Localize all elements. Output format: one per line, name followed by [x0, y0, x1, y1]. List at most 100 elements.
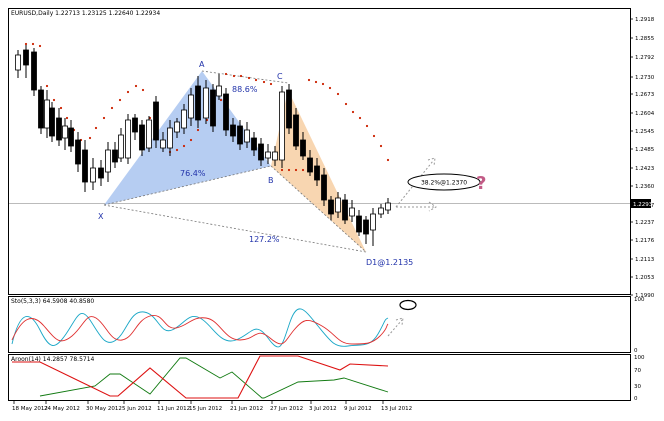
sar-dot [386, 158, 390, 162]
price-tick-label: 1.2237 [635, 220, 655, 226]
candle [272, 151, 278, 161]
sar-dot [287, 168, 291, 172]
stochastic-title: Sto(5,3,3) 64.5908 40.8580 [11, 298, 94, 305]
candle [118, 134, 124, 159]
main-chart-title: EURUSD,Daily 1.22713 1.23125 1.22640 1.2… [11, 10, 160, 17]
sar-dot [118, 98, 122, 102]
sar-dot [336, 92, 340, 96]
candle [300, 139, 306, 157]
candle [203, 87, 209, 119]
sar-dot [379, 144, 383, 148]
sar-dot [189, 138, 193, 142]
candle [251, 137, 257, 151]
projection-note: 38.2%@1.2370 [421, 180, 467, 187]
time-tick-label: 11 Jun 2012 [157, 406, 190, 412]
time-tick-label: 21 Jun 2012 [230, 406, 263, 412]
sar-dot [239, 74, 243, 78]
candle [38, 89, 44, 129]
projection-ellipse [407, 173, 481, 191]
candle [181, 109, 187, 129]
ac-dotted-line [201, 70, 289, 84]
sar-dot [65, 116, 69, 120]
candle [146, 119, 152, 149]
abc-ratio-label: 88.6% [232, 85, 258, 94]
price-tick-label: 1.2792 [635, 55, 654, 61]
aroon-tick-0: 0 [634, 396, 638, 402]
candle [132, 117, 138, 133]
sar-dot [38, 44, 42, 48]
xab-triangle [104, 71, 271, 205]
candle [153, 101, 159, 141]
candle [23, 49, 29, 66]
price-axis: 1.2918 1.2855 1.2792 1.2730 1.2673 1.2604 1.25… [630, 17, 655, 299]
candle [363, 219, 369, 235]
candle [356, 215, 362, 233]
candle [90, 167, 96, 183]
sar-dot [102, 116, 106, 120]
candle [56, 117, 62, 141]
sar-dot [365, 124, 369, 128]
candle [321, 174, 327, 201]
stochastic-main-line [11, 308, 389, 348]
time-tick-label: 15 Jun 2012 [189, 406, 222, 412]
time-tick-label: 30 May 2012 [86, 406, 122, 412]
sar-dot [344, 102, 348, 106]
time-tick-label: 3 Jul 2012 [309, 406, 337, 412]
sar-dot [247, 76, 251, 80]
price-tick-label: 1.2423 [635, 166, 655, 172]
aroon-lines [12, 355, 389, 399]
stochastic-tick-100: 100 [634, 297, 645, 303]
candle [286, 89, 292, 129]
price-tick-label: 1.2730 [635, 75, 655, 81]
candle [279, 91, 285, 161]
candle [223, 93, 229, 131]
point-a-label: A [199, 60, 205, 69]
question-mark: ? [476, 173, 486, 194]
time-tick-label: 27 Jun 2012 [270, 406, 303, 412]
sar-dot [269, 82, 273, 86]
aroon-title: Aroon(14) 14.2857 78.5714 [11, 356, 95, 363]
sar-dot [307, 78, 311, 82]
aroon-down-line [12, 355, 389, 399]
sar-dot [31, 42, 35, 46]
candle [370, 213, 376, 231]
candle [230, 124, 236, 137]
aroon-tick-30: 30 [634, 384, 641, 390]
aroon-up-line [39, 357, 389, 399]
sar-dot [321, 82, 325, 86]
sar-dot [301, 168, 305, 172]
candle [82, 149, 88, 183]
candle [44, 99, 50, 129]
time-tick-label: 13 Jul 2012 [381, 406, 412, 412]
price-tick-label: 1.2360 [635, 184, 655, 190]
candle [244, 129, 250, 143]
candle [62, 125, 68, 139]
candle [139, 124, 145, 151]
sar-dot [196, 128, 200, 132]
sar-dot [254, 78, 258, 82]
time-tick-label: 9 Jul 2012 [344, 406, 372, 412]
candle [98, 167, 104, 179]
sar-dot [94, 126, 98, 130]
xd-dotted-line [103, 204, 367, 253]
candle [258, 143, 264, 161]
sar-dot [372, 134, 376, 138]
candles [15, 45, 391, 246]
sar-dot [134, 84, 138, 88]
sar-dot [110, 106, 114, 110]
sar-dot [280, 168, 284, 172]
current-price-label: 1.2293 [633, 202, 653, 208]
candle [125, 119, 131, 159]
price-tick-label: 1.2485 [635, 147, 655, 153]
candle [293, 114, 299, 147]
sar-dot [126, 90, 130, 94]
current-price-box [631, 199, 651, 208]
candle [342, 199, 348, 221]
point-x-label: X [98, 212, 104, 221]
point-b-label: B [268, 176, 274, 185]
candle [167, 127, 173, 149]
candle [237, 125, 243, 145]
stochastic-target-ellipse [399, 299, 417, 311]
